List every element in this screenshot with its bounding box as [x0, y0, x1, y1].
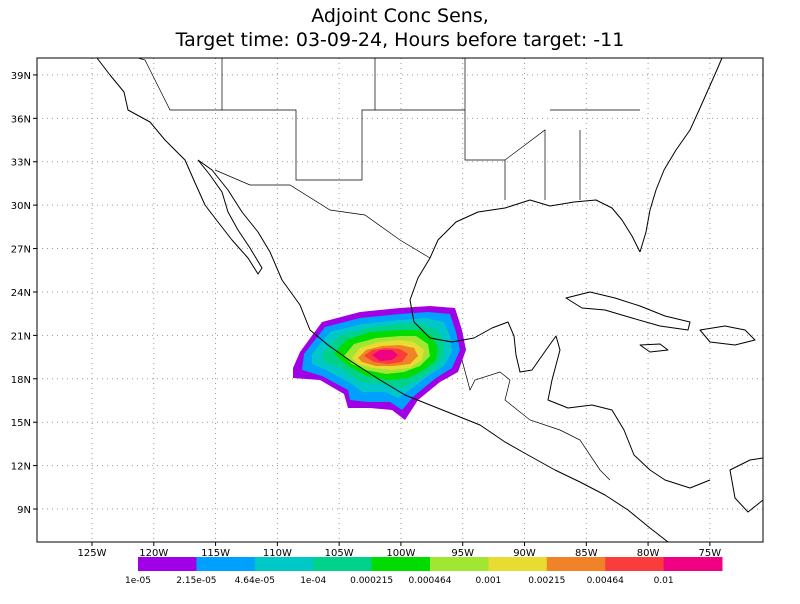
- colorbar-label: 0.01: [654, 576, 674, 586]
- y-tick-label: 36N: [11, 114, 31, 125]
- x-tick-label: 85W: [575, 548, 598, 559]
- grid: [37, 58, 763, 542]
- x-tick-label: 125W: [77, 548, 106, 559]
- colorbar: 1e-05 2.15e-05 4.64e-05 1e-04 0.000215 0.0004…: [125, 557, 723, 586]
- colorbar-label: 0.000215: [350, 576, 393, 586]
- y-tick-label: 30N: [11, 201, 31, 212]
- colorbar-label: 1e-04: [300, 576, 326, 586]
- colorbar-box: [371, 557, 431, 571]
- y-tick-label: 12N: [11, 462, 31, 473]
- colorbar-box: [254, 557, 314, 571]
- y-tick-label: 24N: [11, 288, 31, 299]
- colorbar-box: [546, 557, 606, 571]
- coastlines: [96, 57, 764, 543]
- x-tick-label: 105W: [325, 548, 354, 559]
- x-tick-label: 75W: [699, 548, 722, 559]
- title-line: Target time: 03-09-24, Hours before targ…: [175, 29, 625, 51]
- colorbar-box: [605, 557, 665, 571]
- x-tick-label: 95W: [451, 548, 474, 559]
- title-line: Adjoint Conc Sens,: [311, 5, 489, 27]
- colorbar-label: 1e-05: [125, 576, 151, 586]
- colorbar-label: 0.00464: [587, 576, 624, 586]
- x-tick-label: 100W: [386, 548, 415, 559]
- colorbar-label: 0.00215: [528, 576, 565, 586]
- y-tick-label: 15N: [11, 418, 31, 429]
- plot-frame: [36, 57, 764, 543]
- x-tick-label: 80W: [637, 548, 660, 559]
- x-tick-label: 110W: [263, 548, 292, 559]
- ticks: 125W 120W 115W 110W 105W 100W 95W 90W 85W 80W 75W 9…: [11, 71, 721, 559]
- x-tick-label: 120W: [139, 548, 168, 559]
- colorbar-box: [488, 557, 548, 571]
- y-tick-label: 18N: [11, 375, 31, 386]
- x-tick-label: 90W: [513, 548, 536, 559]
- y-tick-label: 33N: [11, 158, 31, 169]
- colorbar-box: [430, 557, 489, 571]
- x-tick-label: 115W: [201, 548, 230, 559]
- y-tick-label: 9N: [17, 505, 31, 516]
- colorbar-label: 2.15e-05: [176, 576, 216, 586]
- y-tick-label: 39N: [11, 71, 31, 82]
- colorbar-label: 0.001: [476, 576, 502, 586]
- colorbar-label: 0.000464: [409, 576, 452, 586]
- borders: [137, 57, 640, 481]
- colorbar-box: [313, 557, 373, 571]
- colorbar-label: 4.64e-05: [235, 576, 275, 586]
- y-tick-label: 21N: [11, 331, 31, 342]
- sensitivity-plume: [293, 306, 466, 420]
- y-tick-label: 27N: [11, 245, 31, 256]
- colorbar-box: [663, 557, 723, 571]
- colorbar-box: [138, 557, 197, 571]
- colorbar-box: [196, 557, 256, 571]
